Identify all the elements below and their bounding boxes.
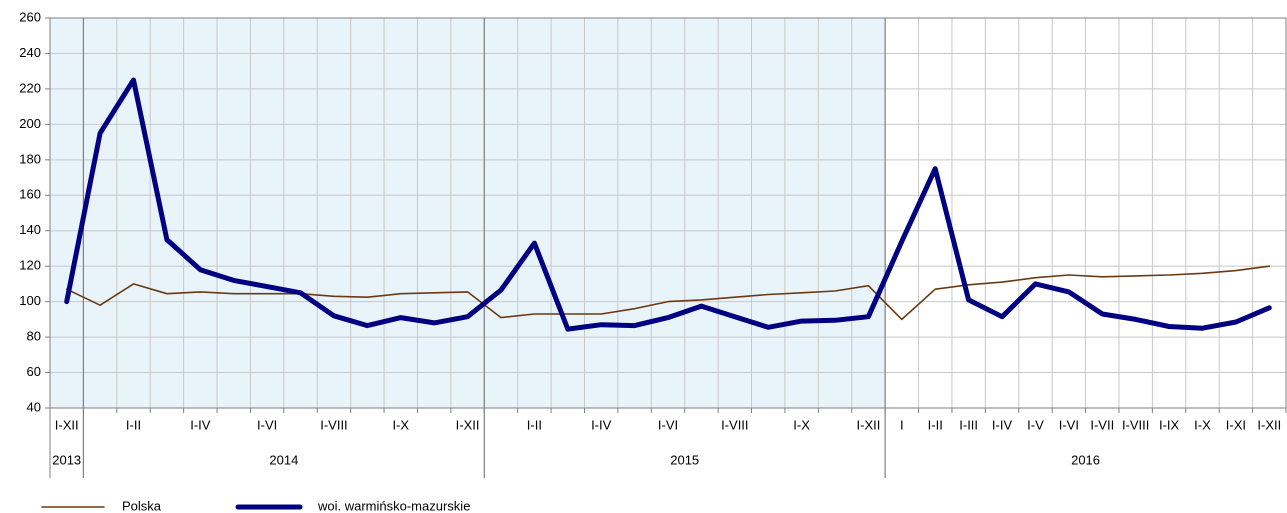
x-tick-label: I-XII — [857, 417, 881, 432]
x-tick-label: I-X — [793, 417, 810, 432]
x-tick-label: I-XII — [55, 417, 79, 432]
y-tick-label: 180 — [19, 151, 41, 166]
y-tick-label: 80 — [27, 329, 41, 344]
y-tick-label: 40 — [27, 399, 41, 414]
x-tick-label: I-II — [928, 417, 943, 432]
x-tick-label: I-X — [392, 417, 409, 432]
x-tick-label: I-VIII — [721, 417, 748, 432]
x-tick-label: I-II — [527, 417, 542, 432]
x-tick-label: I-XII — [456, 417, 480, 432]
year-label: 2015 — [670, 452, 699, 467]
x-tick-label: I-IV — [591, 417, 612, 432]
x-tick-label: I-VI — [658, 417, 678, 432]
x-tick-label: I-VI — [257, 417, 277, 432]
x-tick-label: I-VI — [1059, 417, 1079, 432]
x-tick-label: I-XI — [1226, 417, 1246, 432]
x-tick-label: I-VII — [1090, 417, 1114, 432]
y-tick-label: 220 — [19, 80, 41, 95]
y-tick-label: 240 — [19, 45, 41, 60]
year-label: 2016 — [1071, 452, 1100, 467]
y-tick-label: 140 — [19, 222, 41, 237]
x-tick-label: I-III — [959, 417, 978, 432]
x-tick-label: I-VIII — [1122, 417, 1149, 432]
x-tick-label: I-XII — [1257, 417, 1281, 432]
y-tick-label: 120 — [19, 258, 41, 273]
plot-border — [49, 17, 1287, 409]
x-tick-label: I-IX — [1159, 417, 1180, 432]
x-tick-label: I-X — [1194, 417, 1211, 432]
series-line — [64, 77, 1272, 332]
y-tick-label: 200 — [19, 116, 41, 131]
plot-background — [50, 18, 886, 408]
legend-label: woi. warmińsko-mazurskie — [317, 498, 470, 513]
x-tick-label: I-V — [1027, 417, 1044, 432]
series-line — [65, 265, 1271, 321]
y-tick-label: 260 — [19, 9, 41, 24]
y-tick-label: 100 — [19, 293, 41, 308]
year-label: 2014 — [269, 452, 298, 467]
x-tick-label: I-II — [126, 417, 141, 432]
y-tick-label: 60 — [27, 364, 41, 379]
x-tick-label: I-VIII — [320, 417, 347, 432]
x-tick-label: I-IV — [190, 417, 211, 432]
year-label: 2013 — [52, 452, 81, 467]
x-tick-label: I-IV — [992, 417, 1013, 432]
legend-label: Polska — [122, 498, 162, 513]
x-tick-label: I — [900, 417, 904, 432]
y-tick-label: 160 — [19, 187, 41, 202]
